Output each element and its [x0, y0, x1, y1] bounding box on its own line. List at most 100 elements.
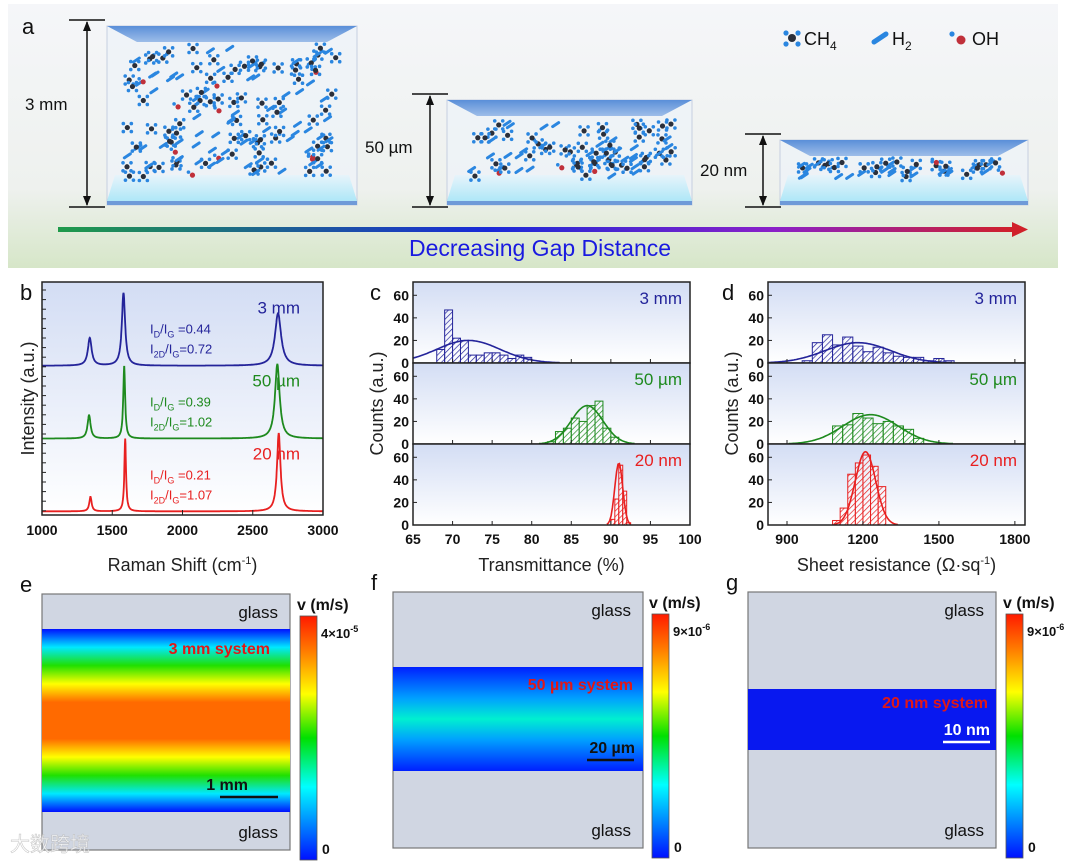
h-atom	[309, 64, 314, 69]
h-atom	[137, 178, 142, 183]
h-atom	[263, 66, 268, 70]
legend-label-2: OH	[972, 29, 999, 49]
h-atom	[281, 104, 286, 109]
x-tick-label: 70	[445, 531, 461, 547]
h-atom	[523, 158, 528, 162]
h2-molecule	[149, 87, 159, 95]
ch4-molecule	[547, 144, 553, 150]
h-atom	[614, 159, 618, 164]
ch4-molecule	[238, 95, 245, 101]
ch4-molecule	[333, 55, 339, 61]
gap-distance-arrow	[58, 227, 1013, 232]
ch4-molecule	[140, 97, 146, 104]
h-atom	[858, 162, 862, 166]
subplot-background	[768, 444, 1025, 525]
h-atom	[307, 114, 312, 118]
histogram-bar	[614, 498, 620, 526]
h-atom	[887, 157, 892, 161]
h-atom	[311, 148, 316, 152]
gaussian-fit-curve	[606, 462, 631, 525]
ch4-molecule	[624, 165, 630, 171]
h-atom	[947, 168, 952, 173]
h-atom	[879, 165, 884, 169]
ch4-molecule	[273, 135, 279, 141]
h2-molecule	[986, 159, 996, 167]
bottom-glass-plate	[107, 175, 357, 201]
series-label: 3 mm	[258, 299, 301, 318]
y-tick-label: 0	[401, 355, 409, 371]
oh-molecule	[933, 159, 939, 166]
h2-molecule	[845, 172, 855, 180]
h-atom	[190, 61, 195, 66]
panel-a: a 3 mm 50 µm 20 nm CH4 H2 OH Decreasing Gap Di…	[8, 4, 1058, 268]
h-atom	[979, 162, 984, 166]
h-atom	[220, 93, 224, 97]
h-atom	[144, 160, 148, 165]
h-atom	[866, 162, 870, 166]
ch4-molecule	[150, 53, 156, 60]
h-atom	[578, 133, 582, 137]
h-atom	[246, 68, 251, 73]
h-atom	[968, 168, 973, 173]
arrow-head-up	[426, 95, 434, 105]
h-atom	[492, 119, 497, 123]
h2-molecule	[505, 122, 515, 130]
ch4-molecule	[312, 67, 319, 73]
ch4-molecule	[156, 164, 162, 170]
h2-molecule	[514, 166, 524, 174]
h-atom	[138, 141, 143, 145]
h-atom	[216, 53, 220, 58]
ch4-molecule	[194, 65, 200, 71]
h-atom	[329, 51, 334, 56]
h-atom	[273, 165, 278, 169]
h-atom	[247, 137, 252, 142]
ch4-molecule	[274, 109, 280, 115]
ch4-molecule	[642, 157, 648, 163]
ch4-molecule	[241, 63, 248, 69]
colorbar	[651, 613, 670, 859]
bottom-plate-edge	[107, 201, 357, 205]
h-atom	[143, 61, 148, 65]
h-atom	[604, 121, 609, 126]
velocity-field	[748, 689, 996, 750]
h-atom	[153, 169, 157, 174]
ch4-molecule	[475, 135, 481, 141]
h-atom	[297, 64, 302, 68]
h-atom	[121, 121, 126, 126]
oh-molecule	[140, 79, 146, 85]
h-atom	[604, 139, 608, 143]
ch4-molecule	[883, 160, 889, 166]
ch4-molecule	[659, 123, 666, 129]
h-atom	[131, 74, 136, 78]
gap-dimension-2: 50 µm	[365, 93, 448, 208]
ch4-molecule	[527, 153, 533, 159]
h-atom	[212, 72, 217, 77]
oh-molecule	[216, 108, 222, 114]
h-atom	[322, 50, 327, 54]
h-atom	[319, 160, 324, 165]
h-atom	[207, 157, 212, 162]
h-atom	[203, 86, 208, 91]
h-atom	[212, 153, 217, 158]
h-atom	[501, 129, 506, 134]
legend-formula: CH	[804, 29, 830, 49]
h-atom	[971, 162, 976, 166]
colorbar-title: v (m/s)	[1003, 595, 1055, 612]
x-tick-label: 900	[775, 531, 799, 547]
h-atom	[187, 50, 191, 55]
h-atom	[812, 157, 817, 161]
ch4-molecule	[177, 121, 183, 127]
h-atom	[126, 88, 131, 93]
h-atom	[646, 161, 651, 166]
h-atom	[146, 50, 151, 55]
h-atom	[230, 122, 235, 127]
histogram-bar	[578, 420, 588, 445]
h-atom	[322, 42, 327, 46]
h-atom	[256, 164, 260, 168]
histogram-bar	[852, 345, 864, 364]
h-atom	[307, 122, 312, 126]
h-atom	[646, 168, 651, 173]
h-atom	[490, 158, 494, 162]
h-atom	[309, 72, 314, 77]
h-atom	[325, 96, 330, 100]
